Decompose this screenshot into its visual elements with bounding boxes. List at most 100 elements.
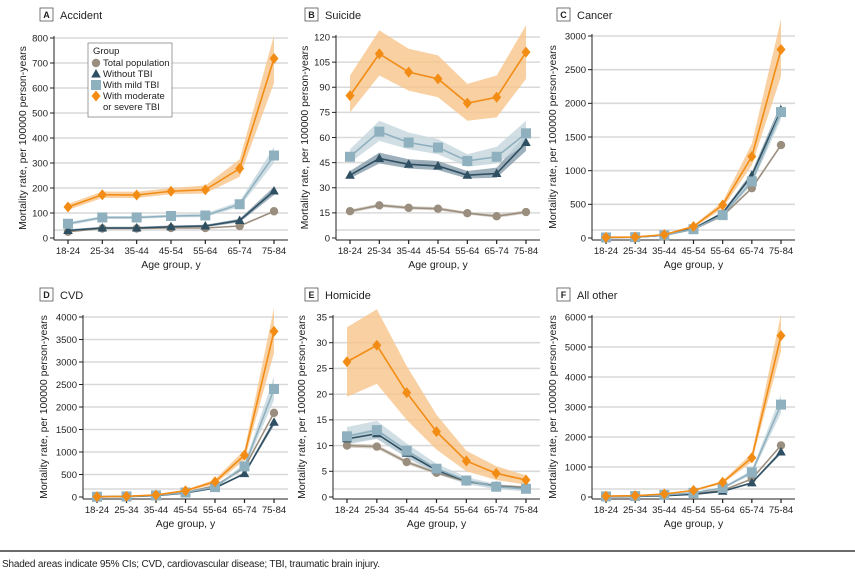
- marker-moderate-severe-tbi: [659, 229, 669, 241]
- marker-moderate-severe-tbi: [402, 387, 412, 399]
- marker-mild-tbi: [433, 142, 443, 153]
- marker-mild-tbi: [403, 137, 414, 148]
- marker-mild-tbi: [371, 425, 382, 436]
- marker-mild-tbi: [131, 212, 142, 223]
- panel-letter-box: [39, 287, 54, 302]
- x-tick-label: 25-34: [365, 505, 389, 516]
- marker-mild-tbi: [166, 211, 176, 221]
- legend-label-mild-tbi: With mild TBI: [103, 80, 159, 91]
- marker-without-tbi: [403, 159, 414, 168]
- series-line-mild-tbi: [605, 111, 782, 239]
- panel-b: B Suicide 0 15 30 45 60 75 90 105 120 18-24 25-34 35-…: [299, 7, 540, 271]
- panel-letter: D: [43, 290, 50, 300]
- marker-total-population: [91, 58, 101, 68]
- x-tick-label: 35-44: [652, 246, 676, 257]
- y-tick-label: 0: [43, 233, 48, 244]
- panel-title: All other: [577, 290, 618, 302]
- y-tick-label: 500: [61, 470, 77, 481]
- x-tick-label: 65-74: [484, 505, 508, 516]
- panel-title: Suicide: [325, 10, 361, 22]
- marker-without-tbi: [234, 215, 245, 224]
- marker-mild-tbi: [269, 384, 279, 394]
- marker-moderate-severe-tbi: [181, 485, 190, 497]
- x-axis-title: Age group, y: [408, 259, 468, 271]
- marker-without-tbi: [269, 186, 279, 195]
- marker-without-tbi: [491, 168, 502, 178]
- panel-d: D CVD 0 500 1000 1500 2000 2500 3000 3500 4000 18-2…: [38, 287, 288, 530]
- x-tick-label: 18-24: [594, 505, 618, 516]
- y-tick-label: 6000: [565, 312, 586, 323]
- x-tick-label: 35-44: [144, 505, 168, 516]
- x-tick-label: 45-54: [426, 246, 450, 257]
- marker-without-tbi: [166, 221, 176, 231]
- marker-moderate-severe-tbi: [235, 163, 245, 174]
- marker-without-tbi: [521, 137, 531, 147]
- marker-moderate-severe-tbi: [200, 184, 210, 196]
- x-tick-label: 45-54: [173, 505, 197, 516]
- marker-moderate-severe-tbi: [122, 490, 131, 502]
- marker-mild-tbi: [491, 151, 502, 162]
- x-tick-label: 45-54: [159, 246, 183, 257]
- y-tick-label: 500: [570, 200, 586, 211]
- marker-moderate-severe-tbi: [776, 330, 786, 342]
- legend-label-total-population: Total population: [103, 58, 170, 69]
- marker-total-population: [776, 441, 786, 450]
- y-tick-label: 30: [316, 338, 327, 349]
- y-tick-label: 3000: [56, 357, 77, 368]
- y-tick-label: 2500: [56, 380, 77, 391]
- panel-letter: B: [308, 10, 315, 20]
- x-tick-label: 75-84: [514, 246, 538, 257]
- marker-total-population: [404, 203, 413, 213]
- legend-box: [87, 42, 173, 118]
- marker-mild-tbi: [345, 151, 355, 162]
- marker-mild-tbi: [717, 210, 728, 221]
- marker-mild-tbi: [91, 80, 101, 90]
- y-tick-label: 1000: [56, 447, 77, 458]
- marker-mild-tbi: [63, 218, 73, 229]
- marker-total-population: [269, 408, 279, 418]
- y-tick-label: 1500: [565, 132, 586, 143]
- panel-letter-box: [556, 7, 571, 22]
- y-tick-label: 5: [322, 467, 327, 478]
- y-tick-label: 2000: [565, 99, 586, 110]
- y-tick-label: 300: [32, 158, 48, 169]
- x-tick-label: 18-24: [335, 505, 359, 516]
- marker-mild-tbi: [491, 481, 502, 492]
- marker-moderate-severe-tbi: [461, 455, 471, 467]
- ci-band-without-tbi: [350, 134, 526, 179]
- y-tick-label: 600: [32, 83, 48, 94]
- y-tick-label: 200: [32, 183, 48, 194]
- marker-without-tbi: [747, 477, 757, 487]
- marker-moderate-severe-tbi: [210, 476, 220, 488]
- y-tick-label: 0: [72, 492, 77, 503]
- x-axis-title: Age group, y: [407, 518, 467, 530]
- marker-total-population: [492, 212, 501, 221]
- marker-moderate-severe-tbi: [747, 452, 757, 464]
- y-tick-label: 1000: [565, 462, 586, 473]
- marker-total-population: [463, 209, 472, 218]
- x-tick-label: 65-74: [485, 246, 509, 257]
- panel-title: Cancer: [577, 10, 613, 22]
- marker-mild-tbi: [269, 150, 279, 161]
- marker-total-population: [433, 204, 443, 213]
- y-axis-title: Mortality rate, per 100000 person-years: [299, 46, 311, 230]
- x-tick-label: 55-64: [203, 505, 227, 516]
- x-axis-title: Age group, y: [141, 259, 201, 271]
- marker-moderate-severe-tbi: [92, 491, 102, 503]
- x-tick-label: 55-64: [454, 505, 478, 516]
- panel-f: F All other 0 1000 2000 3000 4000 5000 6000 18-24…: [547, 287, 795, 530]
- y-tick-label: 10: [316, 441, 327, 452]
- y-tick-label: 2000: [56, 402, 77, 413]
- marker-mild-tbi: [462, 155, 473, 166]
- y-tick-label: 800: [32, 33, 48, 44]
- marker-moderate-severe-tbi: [601, 490, 611, 502]
- ci-band-moderate-severe-tbi: [347, 309, 526, 485]
- legend-label-without-tbi: Without TBI: [103, 69, 152, 80]
- y-tick-label: 3500: [56, 335, 77, 346]
- y-tick-label: 3000: [565, 31, 586, 42]
- marker-mild-tbi: [374, 126, 385, 137]
- x-tick-label: 55-64: [711, 246, 735, 257]
- marker-without-tbi: [200, 221, 211, 230]
- marker-moderate-severe-tbi: [521, 46, 531, 58]
- marker-without-tbi: [776, 447, 786, 456]
